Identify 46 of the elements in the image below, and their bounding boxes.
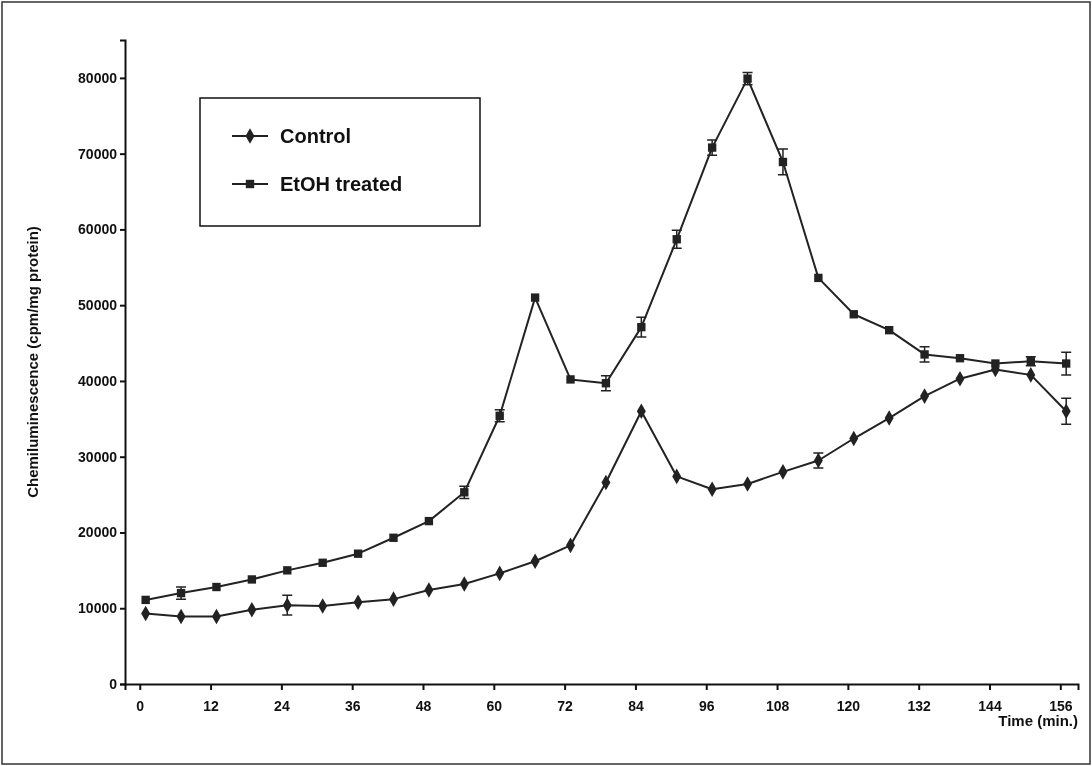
legend-label: Control [280,125,352,147]
y-tick-label: 60000 [78,221,118,238]
point [389,533,398,542]
point [353,549,363,558]
point [318,558,327,567]
x-tick-label: 108 [765,698,790,715]
y-tick-label: 20000 [78,524,118,541]
point [283,566,292,575]
x-tick-label: 132 [907,698,932,715]
y-tick-label: 30000 [78,448,118,465]
point [424,516,434,526]
x-tick-label: 60 [486,698,503,715]
x-tick-label: 144 [978,698,1002,715]
point [530,293,540,302]
point [141,595,150,605]
x-tick-label: 120 [836,698,861,715]
x-tick-label: 0 [136,698,145,715]
y-axis-title: Chemiluminescence (cpm/mg protein) [24,226,41,498]
x-axis-title: Time (min.) [998,712,1078,729]
point [991,359,1000,368]
point [212,582,221,592]
point [955,354,965,363]
x-tick-label: 84 [628,698,644,715]
point [814,273,823,283]
y-tick-label: 10000 [78,600,118,617]
y-tick-label: 0 [109,675,118,692]
x-tick-label: 156 [1049,698,1073,715]
x-tick-label: 36 [344,698,361,715]
y-tick-label: 50000 [78,297,118,314]
point [1062,359,1071,368]
x-tick-label: 48 [415,698,432,715]
y-tick-label: 80000 [78,69,118,86]
point [778,157,788,167]
point [672,235,681,244]
legend-label: EtOH treated [280,173,403,195]
y-tick-label: 40000 [78,372,118,389]
x-tick-label: 24 [274,698,290,715]
y-tick-label: 70000 [78,145,118,162]
point [247,575,257,584]
x-tick-label: 12 [203,698,220,715]
point [849,310,858,319]
x-tick-label: 96 [698,698,715,715]
point [566,375,575,384]
point [884,326,894,335]
x-tick-label: 72 [557,698,574,715]
point [637,322,646,332]
